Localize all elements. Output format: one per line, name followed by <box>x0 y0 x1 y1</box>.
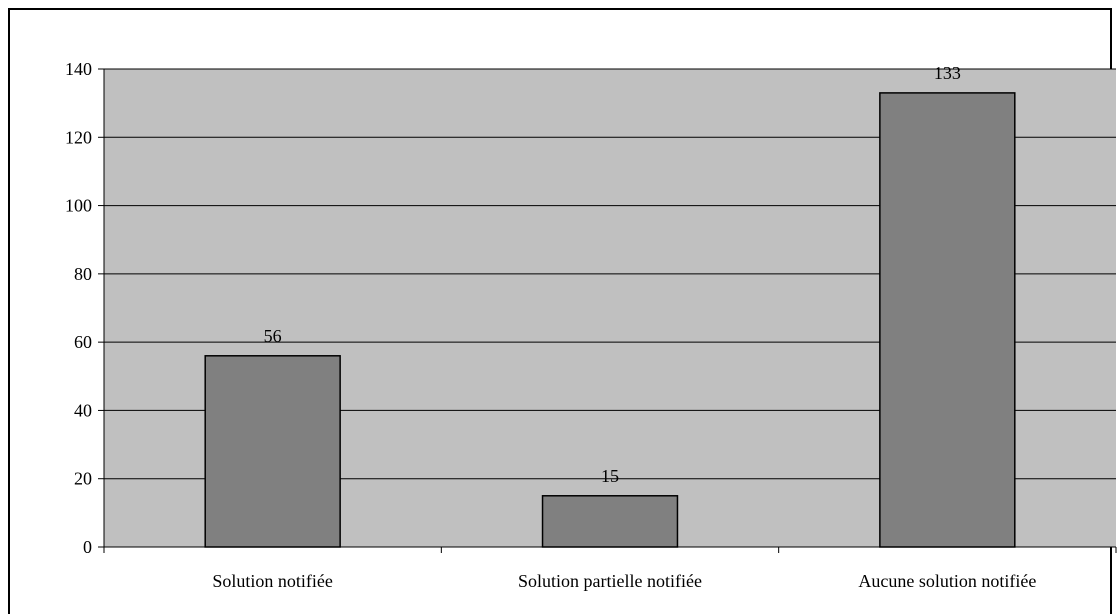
x-category-label: Solution notifiée <box>212 571 333 591</box>
y-tick-label: 140 <box>65 59 92 79</box>
x-category-label: Aucune solution notifiée <box>858 571 1036 591</box>
bar <box>879 92 1016 548</box>
bar-value-label: 56 <box>264 326 282 346</box>
y-axis: 0 20 40 60 80 100 120 140 <box>65 59 105 557</box>
x-axis: Solution notifiée Solution partielle noti… <box>103 546 1117 591</box>
bar-value-label: 133 <box>934 63 961 83</box>
y-tick-label: 40 <box>74 400 92 420</box>
y-tick-label: 0 <box>83 537 92 557</box>
y-tick-label: 60 <box>74 332 92 352</box>
bar <box>204 355 341 548</box>
y-tick-label: 100 <box>65 196 92 216</box>
y-tick-label: 20 <box>74 469 92 489</box>
y-tick-label: 80 <box>74 264 92 284</box>
bar <box>541 495 679 548</box>
x-category-label: Solution partielle notifiée <box>518 571 702 591</box>
data-labels: 56 15 133 <box>264 63 961 486</box>
bars <box>204 92 1016 548</box>
bar-value-label: 15 <box>601 466 619 486</box>
y-tick-label: 120 <box>65 127 92 147</box>
